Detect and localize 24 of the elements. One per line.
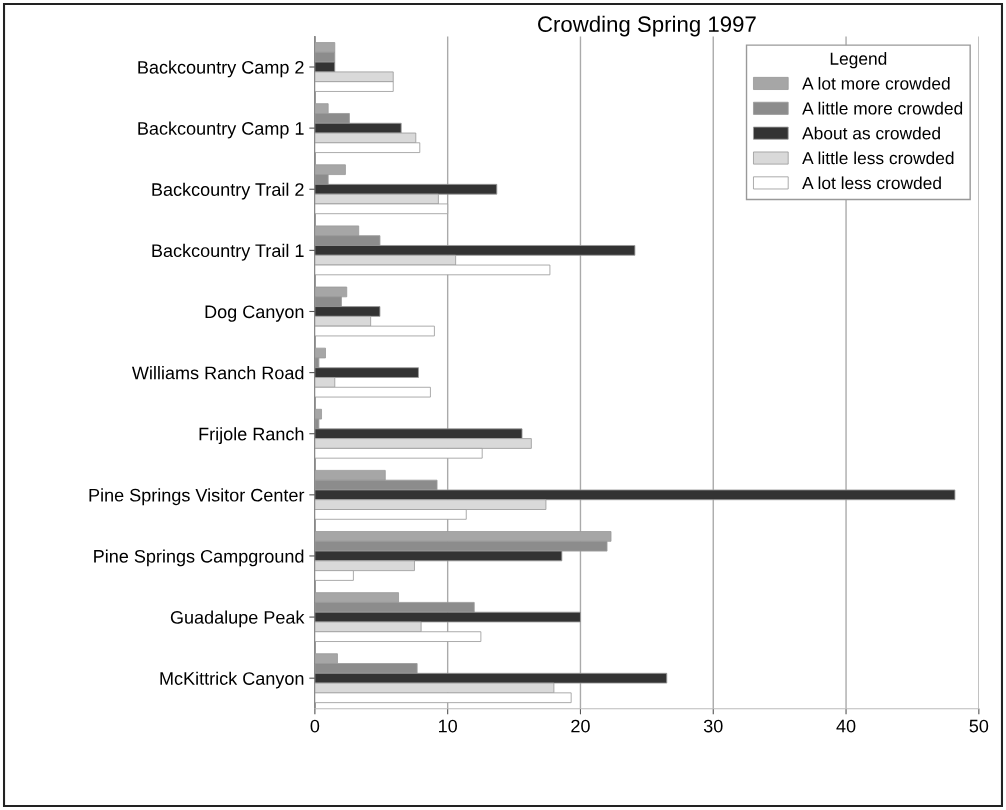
legend-title: Legend bbox=[830, 52, 887, 69]
x-tick-label: 50 bbox=[969, 719, 989, 733]
y-tick-label: Williams Ranch Road bbox=[131, 366, 304, 380]
x-tick-label: 10 bbox=[439, 719, 458, 733]
x-tick-label: 30 bbox=[703, 719, 723, 733]
legend-label: A little less crowded bbox=[802, 151, 954, 165]
y-tick-label: Backcountry Trail 2 bbox=[152, 182, 304, 200]
legend-label: A lot less crowded bbox=[802, 176, 941, 190]
y-tick-label: Guadalupe Peak bbox=[170, 610, 305, 628]
legend-label: About as crowded bbox=[802, 126, 940, 140]
y-tick-label: Pine Springs Visitor Center bbox=[89, 488, 305, 506]
y-tick-label: Backcountry Camp 2 bbox=[138, 60, 304, 78]
y-tick-label: McKittrick Canyon bbox=[160, 671, 304, 689]
legend-label: A lot more crowded bbox=[802, 76, 950, 90]
y-tick-label: Backcountry Trail 1 bbox=[152, 243, 304, 261]
x-tick-label: 40 bbox=[836, 719, 856, 733]
x-tick-label: 20 bbox=[571, 719, 590, 733]
y-tick-label: Frijole Ranch bbox=[199, 427, 304, 445]
legend-label: A little more crowded bbox=[802, 101, 963, 115]
y-tick-label: Backcountry Camp 1 bbox=[138, 121, 304, 139]
y-tick-label: Pine Springs Campground bbox=[94, 549, 304, 567]
chart-title: Crowding Spring 1997 bbox=[538, 15, 756, 37]
y-tick-label: Dog Canyon bbox=[205, 305, 304, 322]
x-tick-label: 0 bbox=[310, 719, 320, 733]
